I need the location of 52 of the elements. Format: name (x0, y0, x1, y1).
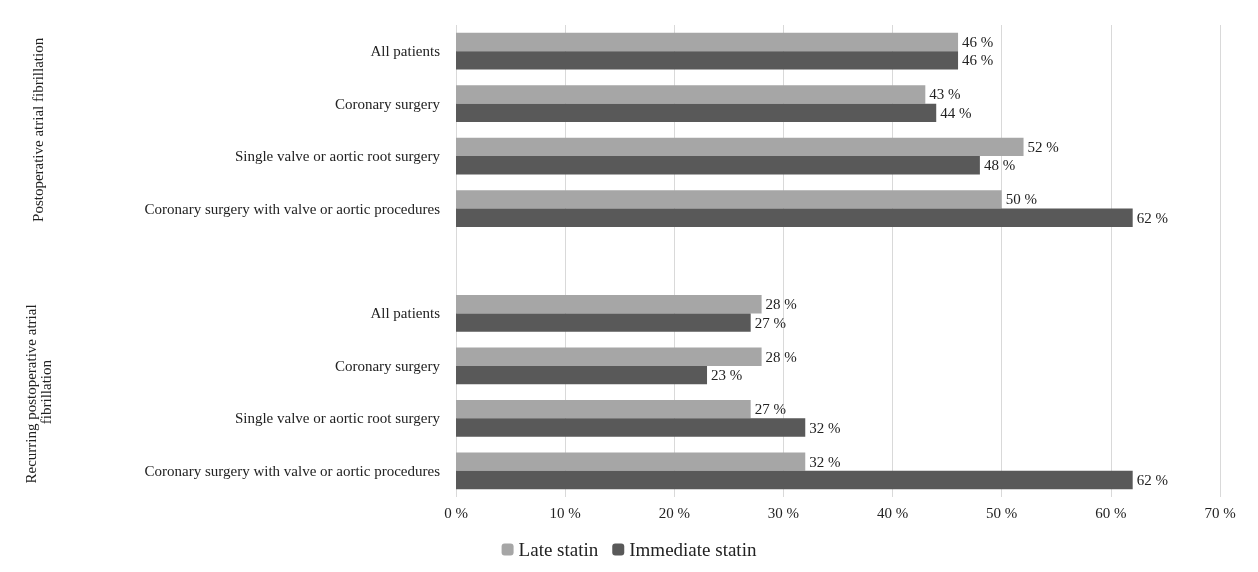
y-tick-label: Coronary surgery (334, 95, 441, 112)
bar (456, 190, 1002, 209)
data-label: 52 % (1027, 138, 1059, 155)
y-tick-label: Single valve or aortic root surgery (234, 410, 441, 427)
data-label: 62 % (1136, 471, 1168, 488)
data-label: 32 % (809, 419, 841, 436)
x-tick-label: 30 % (767, 504, 800, 521)
bar (456, 418, 806, 437)
bar (456, 156, 980, 175)
bar (456, 470, 1133, 490)
data-label: 27 % (754, 401, 786, 418)
x-tick-label: 40 % (876, 504, 909, 521)
x-tick-label: 0 % (444, 504, 468, 521)
data-label: 46 % (962, 52, 994, 69)
y-tick-label: Coronary surgery (334, 357, 441, 374)
y-tick-label: All patients (370, 43, 441, 60)
bar (456, 103, 937, 123)
x-tick-label: 10 % (549, 504, 581, 521)
text: Postoperative atrial fibrillation (30, 37, 46, 222)
data-label: 32 % (809, 453, 841, 470)
data-label: 48 % (983, 157, 1016, 174)
x-tick-label: 50 % (986, 504, 1018, 521)
y-tick-label: Single valve or aortic root surgery (234, 148, 441, 165)
data-label: 23 % (711, 367, 743, 384)
x-tick-label: 60 % (1095, 504, 1127, 521)
data-label: 46 % (962, 34, 994, 51)
data-label: 44 % (940, 104, 972, 121)
bar (456, 137, 1024, 157)
data-label: 28 % (765, 296, 797, 313)
x-tick-label: 20 % (658, 504, 690, 521)
text: Recurring postoperative atrial fibrillation (22, 300, 54, 484)
bar (456, 85, 926, 104)
data-label: 50 % (1005, 191, 1037, 208)
bar (456, 313, 751, 332)
data-label: 43 % (929, 86, 961, 103)
legend-label: Immediate statin (629, 539, 757, 560)
bar (456, 365, 708, 385)
data-label: 28 % (765, 348, 797, 365)
y-tick-label: Coronary surgery with valve or aortic procedures (144, 200, 441, 217)
data-label: 27 % (754, 314, 786, 331)
bar (456, 51, 959, 70)
y-tick-label: Coronary surgery with valve or aortic procedures (144, 462, 441, 479)
bar (456, 208, 1133, 227)
bar (456, 399, 751, 419)
y-tick-label: All patients (370, 305, 441, 322)
legend-label: Late statin (518, 539, 599, 560)
bar (456, 32, 959, 52)
bar (456, 295, 762, 314)
bar (456, 347, 762, 366)
bar (456, 452, 806, 471)
data-label: 62 % (1136, 209, 1168, 226)
x-tick-label: 70 % (1204, 504, 1236, 521)
